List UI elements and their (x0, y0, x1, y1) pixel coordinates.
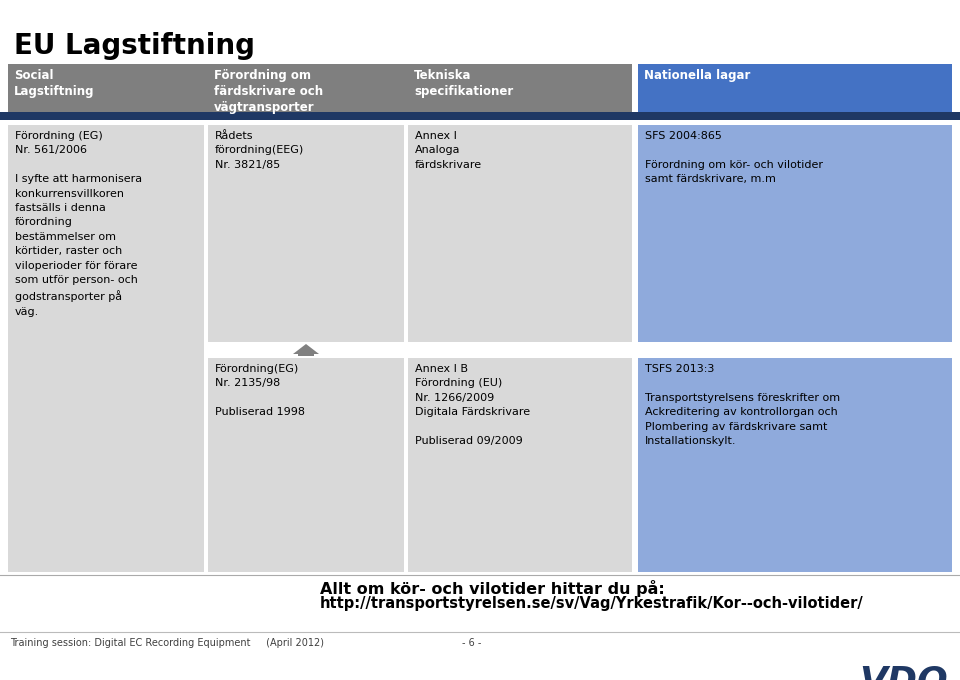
Bar (408, 125, 632, 342)
Text: Training session: Digital EC Recording Equipment     (April 2012): Training session: Digital EC Recording E… (10, 638, 324, 648)
Text: TSFS 2013:3

Transportstyrelsens föreskrifter om
Ackreditering av kontrollorgan : TSFS 2013:3 Transportstyrelsens föreskri… (645, 364, 840, 446)
Bar (638, 125, 952, 342)
Bar (208, 125, 404, 342)
Bar (208, 358, 404, 572)
Text: - 6 -: - 6 - (463, 638, 482, 648)
Text: Förordning om
färdskrivare och
vägtransporter: Förordning om färdskrivare och vägtransp… (214, 69, 324, 114)
Bar (638, 64, 952, 112)
Text: Tekniska
specifikationer: Tekniska specifikationer (414, 69, 514, 98)
Text: Nationella lagar: Nationella lagar (644, 69, 751, 82)
Text: VDO: VDO (859, 665, 948, 680)
Bar (8, 125, 204, 572)
FancyArrow shape (293, 344, 319, 356)
Text: http://transportstyrelsen.se/sv/Vag/Yrkestrafik/Kor--och-vilotider/: http://transportstyrelsen.se/sv/Vag/Yrke… (320, 596, 864, 611)
Bar (0, 112, 960, 120)
Text: Allt om kör- och vilotider hittar du på:: Allt om kör- och vilotider hittar du på: (320, 580, 664, 597)
Text: SFS 2004:865

Förordning om kör- och vilotider
samt färdskrivare, m.m: SFS 2004:865 Förordning om kör- och vilo… (645, 131, 823, 184)
Text: EU Lagstiftning: EU Lagstiftning (14, 32, 255, 60)
Bar (8, 64, 632, 112)
Bar (408, 358, 632, 572)
Text: Social
Lagstiftning: Social Lagstiftning (14, 69, 94, 98)
Text: Rådets
förordning(EEG)
Nr. 3821/85: Rådets förordning(EEG) Nr. 3821/85 (215, 131, 304, 170)
Text: Annex I
Analoga
färdskrivare: Annex I Analoga färdskrivare (415, 131, 482, 170)
Text: Förordning(EG)
Nr. 2135/98

Publiserad 1998: Förordning(EG) Nr. 2135/98 Publiserad 19… (215, 364, 305, 418)
Text: Förordning (EG)
Nr. 561/2006

I syfte att harmonisera
konkurrensvillkoren
fastsä: Förordning (EG) Nr. 561/2006 I syfte att… (15, 131, 142, 317)
Bar (638, 358, 952, 572)
Text: Annex I B
Förordning (EU)
Nr. 1266/2009
Digitala Färdskrivare

Publiserad 09/200: Annex I B Förordning (EU) Nr. 1266/2009 … (415, 364, 530, 446)
